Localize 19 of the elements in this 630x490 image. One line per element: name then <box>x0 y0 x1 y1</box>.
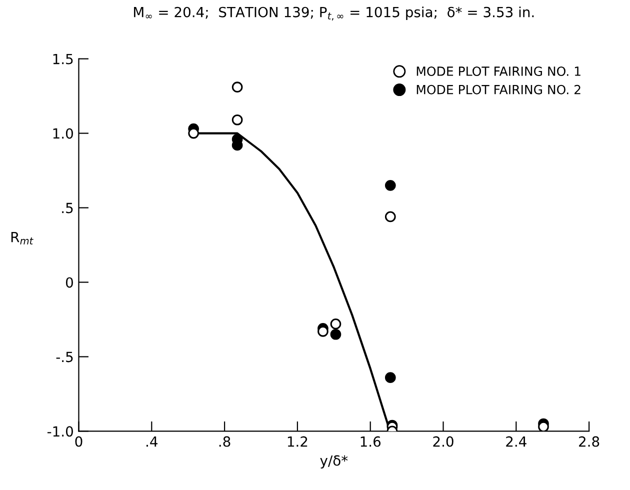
legend-label: MODE PLOT FAIRING NO. 2 <box>416 84 580 94</box>
x-tick-label: 2.0 <box>433 436 454 447</box>
y-tick-label: 0 <box>66 277 73 288</box>
x-tick-label: 1.2 <box>288 436 308 447</box>
y-axis-title: R$_{mt}$ <box>11 232 34 244</box>
x-tick-label: .4 <box>146 436 158 447</box>
y-tick-label: -.5 <box>56 352 73 362</box>
y-tick-label: 1.5 <box>53 54 73 64</box>
x-axis-title: y/δ* <box>320 455 348 468</box>
x-tick-label: 0 <box>75 436 82 447</box>
y-tick-label: .5 <box>62 202 73 214</box>
y-tick-label: 1.0 <box>53 128 73 139</box>
x-tick-label: 2.4 <box>506 436 526 447</box>
x-tick-label: 1.6 <box>360 436 381 447</box>
x-tick-label: 2.8 <box>579 436 600 447</box>
legend-label: MODE PLOT FAIRING NO. 1 <box>416 66 580 76</box>
x-tick-label: .8 <box>219 436 230 447</box>
chart-title: M$_{∞}$ = 20.4; STATION 139; P$_{t,∞}$ = 1015 psia; δ* = 3.53 in. <box>134 6 534 21</box>
y-tick-label: -1.0 <box>47 426 73 437</box>
